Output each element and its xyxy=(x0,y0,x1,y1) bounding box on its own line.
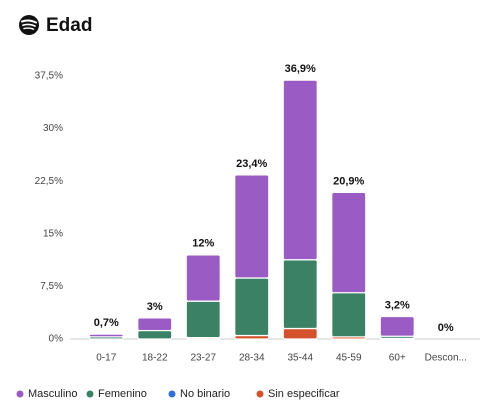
total-label: 36,9% xyxy=(285,63,316,75)
legend-label: Femenino xyxy=(98,388,147,400)
y-tick-label: 30% xyxy=(43,123,63,134)
y-tick-label: 0% xyxy=(49,334,64,345)
x-tick-label: 45-59 xyxy=(336,353,362,364)
legend-swatch xyxy=(256,390,264,398)
total-label: 0,7% xyxy=(94,317,119,329)
total-label: 23,4% xyxy=(236,158,267,170)
bar-segment xyxy=(234,277,270,337)
y-tick-label: 7,5% xyxy=(40,281,63,292)
x-tick-label: 18-22 xyxy=(142,353,168,364)
legend-label: Sin especificar xyxy=(268,388,340,400)
bar-segment xyxy=(137,317,173,332)
bar-segment xyxy=(282,327,318,340)
chart-title: Edad xyxy=(46,15,92,36)
bar-segment xyxy=(331,191,367,294)
x-tick-label: 35-44 xyxy=(287,353,313,364)
bar-segment xyxy=(88,333,124,338)
x-tick-label: 60+ xyxy=(389,353,406,364)
total-label: 12% xyxy=(192,238,214,250)
total-label: 3% xyxy=(147,301,163,313)
spotify-icon xyxy=(19,15,39,35)
y-tick-label: 15% xyxy=(43,228,63,239)
bar-segment xyxy=(185,300,221,339)
total-label: 20,9% xyxy=(333,175,364,187)
total-label: 0% xyxy=(438,322,454,334)
bar-segment xyxy=(331,292,367,338)
legend-label: Masculino xyxy=(28,388,78,400)
y-tick-label: 37,5% xyxy=(35,71,63,82)
bar-segment xyxy=(282,79,318,261)
bar-segment xyxy=(282,259,318,330)
total-label: 3,2% xyxy=(385,299,410,311)
legend-swatch xyxy=(168,390,176,398)
legend-label: No binario xyxy=(180,388,230,400)
bar-segment xyxy=(185,254,221,302)
bar-segment xyxy=(234,174,270,279)
x-tick-label: 0-17 xyxy=(96,353,116,364)
x-tick-label: Descon... xyxy=(425,353,467,364)
bar-segment xyxy=(137,329,173,340)
legend-swatch xyxy=(86,390,94,398)
x-tick-label: 28-34 xyxy=(239,353,265,364)
legend-swatch xyxy=(16,390,24,398)
y-tick-label: 22,5% xyxy=(35,176,63,187)
x-tick-label: 23-27 xyxy=(190,353,216,364)
bar-segment xyxy=(379,315,415,337)
